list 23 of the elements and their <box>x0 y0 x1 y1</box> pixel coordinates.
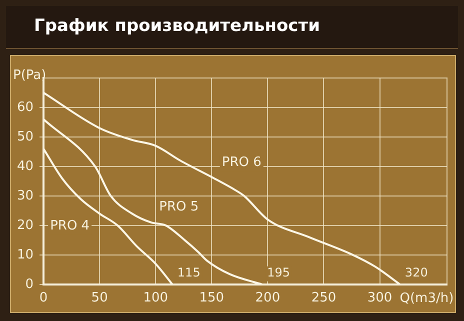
y-tick-label: 30 <box>16 188 34 204</box>
series-label: PRO 4 <box>50 218 90 234</box>
x-tick-label: 150 <box>199 290 224 306</box>
x-tick-label: 300 <box>367 290 392 306</box>
x-tick-label: 0 <box>39 290 48 306</box>
y-tick-label: 0 <box>25 276 34 292</box>
y-axis-title: P(Pa) <box>13 68 46 83</box>
x-tick-label: 250 <box>311 290 336 306</box>
y-tick-label: 20 <box>16 218 34 233</box>
x-tick-label: 200 <box>255 290 280 306</box>
series-label: PRO 5 <box>159 199 199 214</box>
y-tick-label: 60 <box>16 100 34 115</box>
annotation: 115 <box>177 266 200 280</box>
y-tick-label: 10 <box>16 247 34 262</box>
y-tick-label: 40 <box>16 158 34 174</box>
chart-title: График производительности <box>34 16 320 36</box>
x-tick-label: 100 <box>143 290 168 306</box>
x-tick-label: 50 <box>91 290 108 306</box>
series-label: PRO 6 <box>222 155 262 170</box>
x-axis-title: Q(m3/h) <box>400 290 454 306</box>
annotation: 320 <box>404 266 428 280</box>
annotation: 195 <box>267 266 290 280</box>
y-tick-label: 50 <box>16 129 34 144</box>
